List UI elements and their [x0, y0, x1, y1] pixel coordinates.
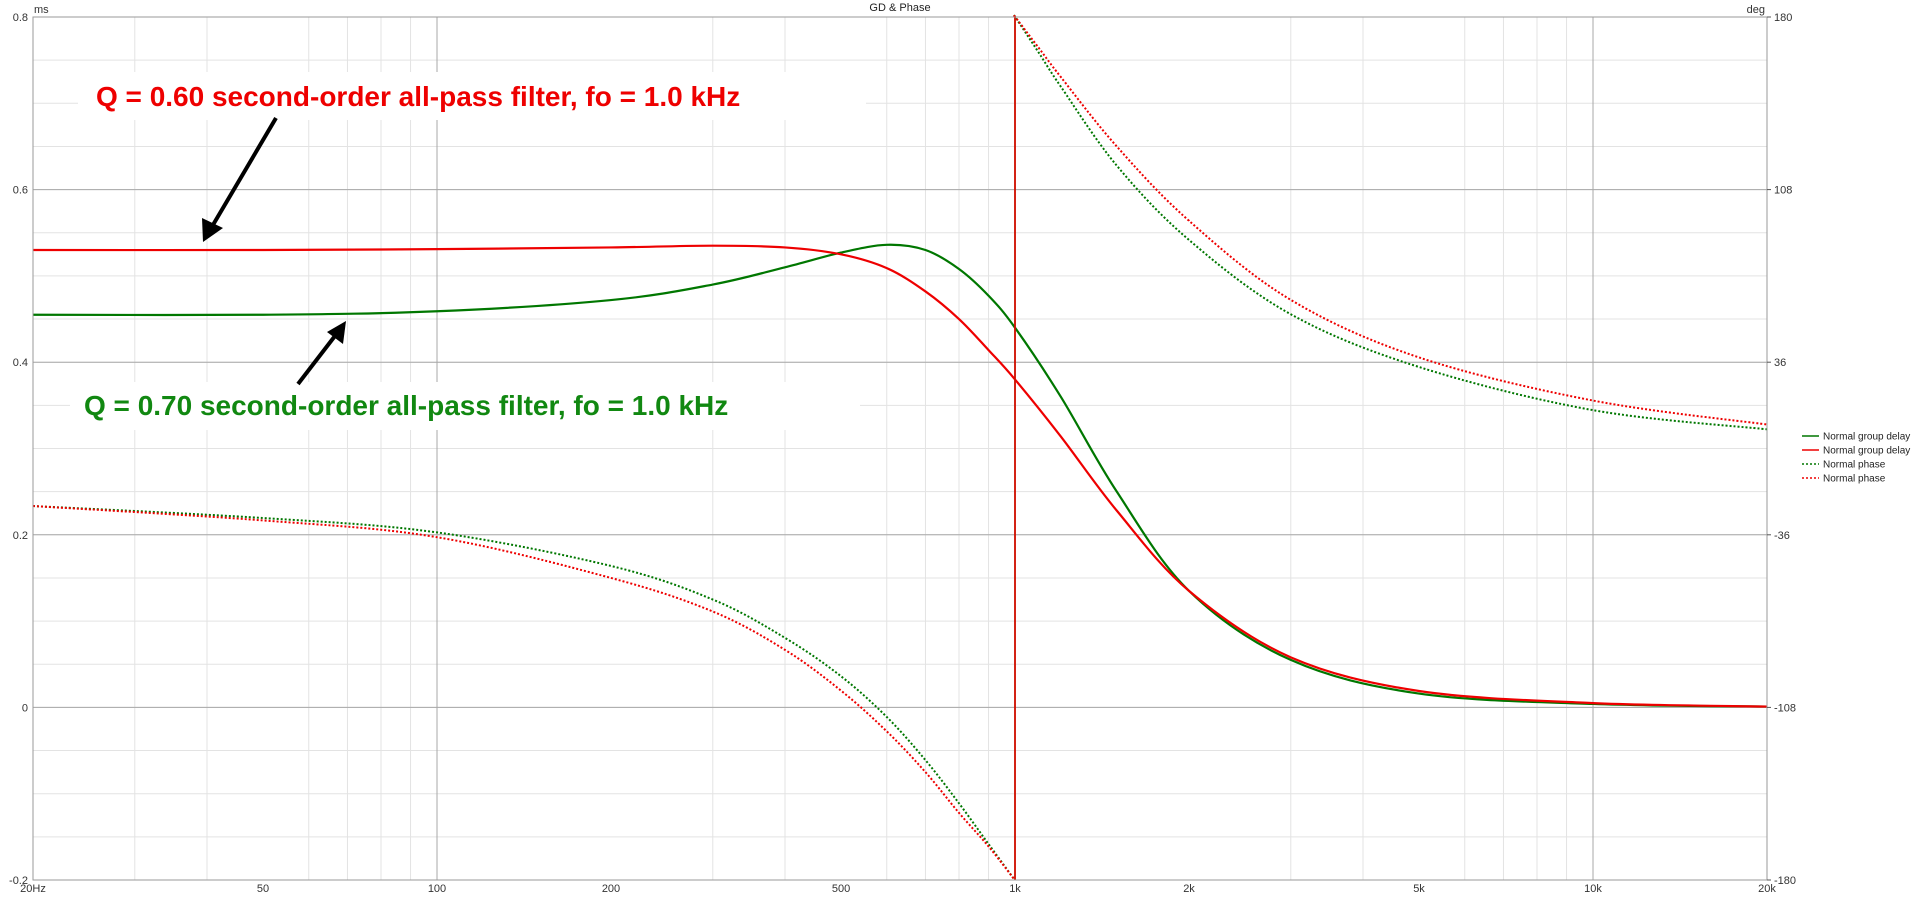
- phase-curve: [1012, 13, 1768, 431]
- x-tick-label: 5k: [1413, 883, 1425, 895]
- annotation-q070-background: [70, 382, 860, 430]
- group-delay-curve: [32, 243, 1768, 708]
- legend-label: Normal group delay: [1823, 432, 1910, 443]
- y-right-tick-label: -180: [1774, 875, 1796, 887]
- y-left-tick-label: 0.2: [13, 530, 28, 542]
- y-right-unit: deg: [1747, 4, 1765, 16]
- x-tick-label: 500: [832, 883, 850, 895]
- phase-curve: [32, 505, 1016, 881]
- series-layer: [32, 13, 1768, 881]
- annotation-arrow-q060: [202, 116, 278, 242]
- y-left-tick-label: -0.2: [9, 875, 28, 887]
- y-left-unit: ms: [34, 4, 49, 16]
- legend-label: Normal phase: [1823, 460, 1886, 471]
- annotation-q070: Q = 0.70 second-order all-pass filter, f…: [84, 390, 728, 421]
- y-right-tick-label: 36: [1774, 357, 1786, 369]
- x-tick-label: 200: [602, 883, 620, 895]
- x-tick-label: 10k: [1584, 883, 1602, 895]
- plot-frame: [32, 16, 1768, 881]
- x-tick-label: 1k: [1009, 883, 1021, 895]
- y-left-tick-label: 0: [22, 702, 28, 714]
- chart-title: GD & Phase: [869, 2, 930, 14]
- x-tick-label: 20k: [1758, 883, 1776, 895]
- y-right-tick-label: -36: [1774, 530, 1790, 542]
- legend-label: Normal group delay: [1823, 446, 1910, 457]
- y-right-tick-label: 108: [1774, 185, 1792, 197]
- phase-curve: [32, 505, 1016, 881]
- legend: Normal group delay Normal group delay Norm…: [1802, 432, 1910, 485]
- annotation-q060-background: [78, 72, 866, 120]
- legend-label: Normal phase: [1823, 474, 1886, 485]
- annotation-q060: Q = 0.60 second-order all-pass filter, f…: [96, 81, 740, 112]
- phase-curve: [1012, 13, 1768, 426]
- x-tick-label: 20Hz: [20, 883, 46, 895]
- y-right-tick-label: -108: [1774, 702, 1796, 714]
- y-left-tick-label: 0.8: [13, 12, 28, 24]
- y-right-tick-label: 180: [1774, 12, 1792, 24]
- y-left-tick-label: 0.4: [13, 357, 28, 369]
- axes: 20Hz 50 100 200 500 1k 2k 5k 10k 20k 0.8 0.6 0.4 0.2 0…: [9, 12, 1796, 895]
- annotation-arrow-q070: [296, 321, 346, 386]
- x-tick-label: 2k: [1183, 883, 1195, 895]
- group-delay-curve: [32, 244, 1768, 708]
- x-tick-label: 50: [257, 883, 269, 895]
- y-left-tick-label: 0.6: [13, 185, 28, 197]
- x-tick-label: 100: [428, 883, 446, 895]
- grid: [33, 16, 1767, 881]
